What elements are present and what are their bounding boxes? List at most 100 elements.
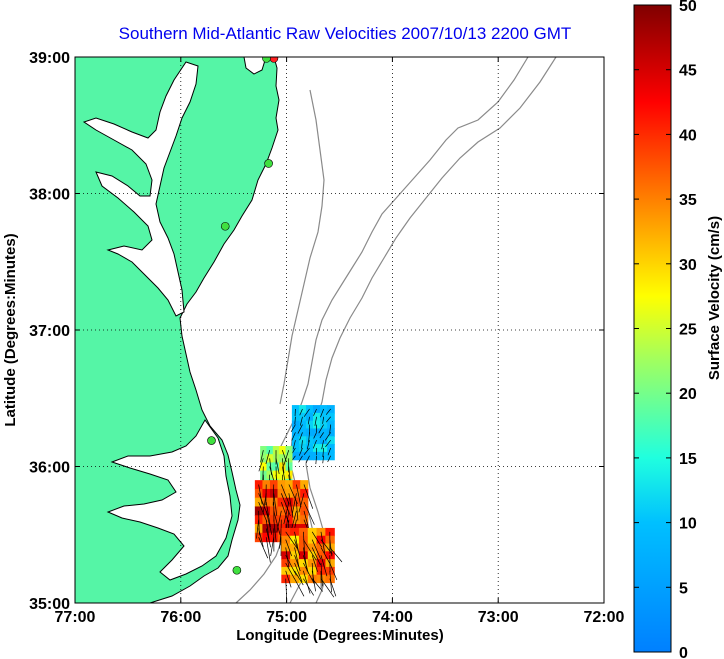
- x-tick-label: 72:00: [584, 609, 625, 626]
- x-tick-label: 75:00: [266, 609, 307, 626]
- velocity-arrow: [275, 458, 280, 474]
- velocity-cell: [298, 428, 307, 437]
- velocity-arrow: [265, 528, 272, 548]
- velocity-arrow: [296, 484, 302, 508]
- velocity-arrow: [311, 531, 322, 548]
- velocity-cell: [320, 436, 328, 445]
- velocity-arrow: [279, 528, 282, 549]
- velocity-arrow: [273, 510, 281, 535]
- velocity-arrow: [265, 502, 271, 528]
- velocity-arrow: [280, 484, 290, 505]
- colorbar-tick-label: 10: [679, 516, 697, 533]
- velocity-arrow: [299, 408, 303, 416]
- velocity-arrow: [303, 539, 317, 561]
- colorbar-tick-label: 20: [679, 386, 697, 403]
- velocity-arrow: [273, 519, 277, 542]
- velocity-arrow: [325, 408, 331, 415]
- velocity-cell: [327, 451, 335, 461]
- velocity-arrow: [290, 424, 296, 432]
- velocity-arrow: [258, 501, 268, 522]
- velocity-cell: [298, 444, 307, 453]
- velocity-arrow: [311, 555, 318, 572]
- radar-station-marker: [232, 565, 242, 575]
- velocity-arrow: [320, 555, 328, 577]
- velocity-cell: [291, 428, 300, 437]
- velocity-cell: [291, 451, 300, 461]
- graticule: [75, 57, 604, 603]
- velocity-arrow: [292, 440, 296, 450]
- velocity-cell: [266, 446, 274, 455]
- radar-station-marker: [269, 57, 279, 63]
- x-tick-label: 77:00: [55, 609, 96, 626]
- velocity-arrow: [258, 537, 269, 559]
- colorbar-tick-label: 0: [679, 645, 688, 659]
- y-tick-label: 39:00: [29, 50, 70, 67]
- velocity-arrow: [294, 562, 303, 582]
- colorbar-tick-label: 30: [679, 257, 697, 274]
- velocity-arrow: [321, 440, 324, 450]
- velocity-cell: [292, 488, 301, 499]
- velocity-arrow: [305, 455, 310, 464]
- velocity-cell: [313, 405, 321, 414]
- velocity-arrow: [327, 455, 331, 463]
- velocity-cell: [327, 436, 335, 445]
- velocity-arrow: [269, 466, 275, 481]
- velocity-arrow: [285, 539, 292, 557]
- velocity-arrow: [258, 528, 264, 548]
- velocity-cell: [291, 444, 300, 453]
- velocity-arrow: [320, 547, 331, 564]
- radar-station-marker: [220, 221, 230, 231]
- radar-station-marker: [264, 159, 273, 168]
- velocity-arrow: [265, 537, 271, 563]
- y-tick-label: 35:00: [29, 596, 70, 613]
- velocity-arrow: [329, 547, 343, 563]
- velocity-arrow: [303, 570, 311, 594]
- colorbar-label: Surface Velocity (cm/s): [706, 216, 723, 380]
- velocity-cell: [298, 412, 307, 422]
- velocity-arrow: [294, 539, 301, 556]
- velocity-cell: [305, 436, 314, 445]
- velocity-arrow: [285, 570, 292, 588]
- y-tick-label: 37:00: [29, 323, 70, 340]
- velocity-cell: [298, 451, 307, 461]
- velocity-arrow: [324, 432, 331, 441]
- velocity-cell: [327, 444, 335, 453]
- velocity-arrow: [262, 493, 267, 514]
- map-title: Southern Mid-Atlantic Raw Velocities 200…: [119, 24, 572, 43]
- velocity-arrow: [294, 531, 299, 552]
- velocity-arrow: [288, 484, 298, 504]
- map-area: [75, 57, 604, 603]
- velocity-arrow: [285, 578, 288, 602]
- velocity-arrow: [325, 416, 331, 423]
- velocity-arrow: [311, 547, 321, 566]
- velocity-cell: [291, 436, 300, 445]
- radar-station-marker: [207, 436, 216, 445]
- bathymetry-contour-inner: [279, 89, 325, 405]
- velocity-arrow: [329, 578, 337, 597]
- x-axis-ticks: 77:00 76:00 75:00 74:00 73:00 72:00: [55, 57, 625, 626]
- velocity-arrow: [308, 432, 310, 443]
- velocity-arrow: [265, 519, 270, 540]
- velocity-arrow: [273, 493, 278, 516]
- velocity-arrow: [272, 484, 275, 506]
- velocity-cell: [313, 436, 321, 445]
- velocity-arrow: [283, 450, 290, 466]
- velocity-arrow: [282, 466, 286, 481]
- velocity-arrow: [256, 519, 259, 539]
- velocity-cell: [305, 444, 314, 453]
- velocity-arrow: [270, 537, 275, 557]
- velocity-arrow: [303, 501, 315, 525]
- colorbar: [633, 4, 672, 653]
- velocity-vectors: [254, 405, 343, 602]
- colorbar-tick-label: 50: [679, 0, 697, 15]
- velocity-arrow: [298, 455, 303, 463]
- velocity-arrow: [291, 493, 297, 516]
- velocity-cell: [305, 405, 314, 414]
- velocity-arrow: [298, 447, 303, 456]
- velocity-cell: [327, 428, 335, 437]
- velocity-arrow: [303, 531, 306, 555]
- velocity-arrow: [319, 432, 324, 439]
- velocity-arrow: [322, 455, 324, 464]
- x-tick-label: 76:00: [160, 609, 201, 626]
- velocity-cell: [327, 405, 335, 414]
